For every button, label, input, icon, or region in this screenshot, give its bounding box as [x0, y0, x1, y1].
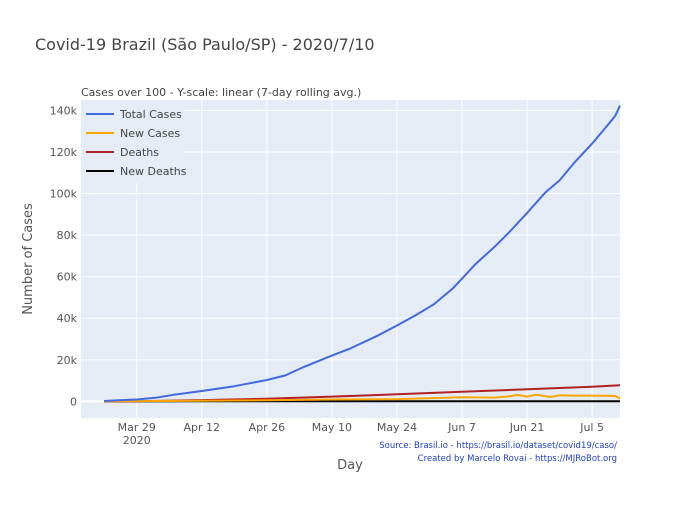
chart-title: Covid-19 Brazil (São Paulo/SP) - 2020/7/… — [35, 35, 375, 54]
x-tick-label: Mar 29 — [118, 421, 156, 434]
x-tick-label: Apr 26 — [249, 421, 286, 434]
x-tick-label: Jun 7 — [447, 421, 476, 434]
x-tick-sublabel: 2020 — [123, 434, 151, 447]
source-annotation: Source: Brasil.io - https://brasil.io/da… — [379, 441, 617, 451]
y-tick-label: 100k — [50, 188, 78, 201]
y-tick-label: 80k — [57, 229, 78, 242]
y-tick-label: 0 — [70, 395, 77, 408]
legend-entry[interactable]: New Deaths — [120, 165, 187, 178]
legend-entry[interactable]: Total Cases — [119, 108, 182, 121]
y-tick-label: 20k — [57, 354, 78, 367]
x-tick-label: Jun 21 — [509, 421, 545, 434]
credit-annotation: Created by Marcelo Rovai - https://MJRoB… — [418, 454, 617, 464]
chart-subtitle: Cases over 100 - Y-scale: linear (7-day … — [81, 86, 361, 99]
x-axis-title: Day — [337, 458, 363, 473]
y-tick-label: 60k — [57, 271, 78, 284]
legend[interactable]: Total Cases New Cases Deaths New Deaths — [82, 101, 187, 183]
legend-entry[interactable]: Deaths — [120, 146, 159, 159]
y-tick-label: 140k — [50, 104, 78, 117]
y-tick-label: 120k — [50, 146, 78, 159]
x-tick-label: May 10 — [312, 421, 352, 434]
y-tick-label: 40k — [57, 312, 78, 325]
x-tick-label: Apr 12 — [184, 421, 221, 434]
x-tick-label: Jul 5 — [579, 421, 604, 434]
y-axis-title: Number of Cases — [21, 203, 36, 315]
x-tick-label: May 24 — [377, 421, 417, 434]
legend-entry[interactable]: New Cases — [120, 127, 180, 140]
